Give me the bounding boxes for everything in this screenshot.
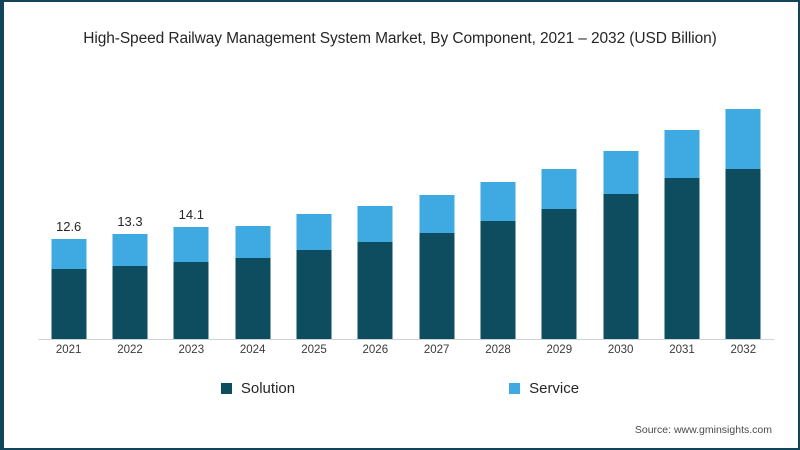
bar-group-2021[interactable]: 12.6 xyxy=(38,60,99,340)
legend-label: Service xyxy=(529,380,580,397)
bar-segment-solution[interactable] xyxy=(419,232,455,340)
bar-group-2031[interactable] xyxy=(651,60,712,340)
bar-group-2025[interactable] xyxy=(283,60,344,340)
x-tick-2022: 2022 xyxy=(117,344,143,356)
bar-value-label-2023: 14.1 xyxy=(178,207,204,223)
x-tick-2024: 2024 xyxy=(239,344,266,356)
bar-segment-service[interactable] xyxy=(357,206,393,243)
bar-segment-service[interactable] xyxy=(541,168,577,209)
bar-segment-solution[interactable] xyxy=(664,178,700,340)
bar-segment-solution[interactable] xyxy=(480,220,516,340)
bar-group-2028[interactable] xyxy=(467,60,528,340)
bar-segment-solution[interactable] xyxy=(112,265,148,340)
stacked-bar[interactable] xyxy=(725,108,761,340)
bar-group-2026[interactable] xyxy=(345,60,406,340)
legend-label: Solution xyxy=(240,380,296,397)
stacked-bar[interactable] xyxy=(173,227,209,340)
x-axis-line xyxy=(38,339,774,340)
bar-segment-service[interactable] xyxy=(296,214,332,250)
x-axis-tick-labels: 2021 2022 2023 2024 2025 2026 2027 2028 2029 2030… xyxy=(38,344,774,364)
card-border-top xyxy=(0,0,800,2)
stacked-bar[interactable] xyxy=(357,206,393,340)
x-tick-2031: 2031 xyxy=(669,344,695,356)
plot-area: 12.6 13.3 14.1 xyxy=(38,60,774,340)
bar-group-2022[interactable]: 13.3 xyxy=(99,60,160,340)
x-tick-2026: 2026 xyxy=(362,344,389,356)
bar-segment-service[interactable] xyxy=(112,233,148,266)
bar-group-2030[interactable] xyxy=(590,60,651,340)
card-border-left xyxy=(0,0,4,450)
x-tick-2025: 2025 xyxy=(301,344,327,356)
stacked-bar[interactable] xyxy=(235,225,271,340)
bar-segment-solution[interactable] xyxy=(603,193,639,340)
bar-group-2027[interactable] xyxy=(406,60,467,340)
legend-item-solution[interactable]: Solution xyxy=(220,380,296,397)
stacked-bar[interactable] xyxy=(480,182,516,340)
bar-segment-solution[interactable] xyxy=(541,208,577,340)
chart-title: High-Speed Railway Management System Mar… xyxy=(83,30,717,47)
x-tick-2027: 2027 xyxy=(423,344,450,356)
stacked-bar[interactable] xyxy=(419,195,455,340)
bar-segment-service[interactable] xyxy=(480,182,516,221)
x-tick-2028: 2028 xyxy=(485,344,511,356)
x-tick-2029: 2029 xyxy=(546,344,573,356)
bar-value-label-2022: 13.3 xyxy=(117,213,143,229)
legend-swatch-icon xyxy=(509,383,521,394)
bar-group-2032[interactable] xyxy=(713,60,774,340)
bar-segment-service[interactable] xyxy=(664,129,700,179)
bar-segment-solution[interactable] xyxy=(725,168,761,340)
chart-legend: Solution Service xyxy=(0,380,800,397)
bar-group-2024[interactable] xyxy=(222,60,283,340)
bar-value-label-2021: 12.6 xyxy=(55,219,82,235)
card-border-bottom xyxy=(0,448,800,450)
x-tick-2023: 2023 xyxy=(178,344,205,356)
bar-segment-solution[interactable] xyxy=(173,262,209,340)
stacked-bar[interactable] xyxy=(541,168,577,340)
bar-group-2023[interactable]: 14.1 xyxy=(161,60,222,340)
bar-segment-service[interactable] xyxy=(725,108,761,169)
bar-segment-solution[interactable] xyxy=(235,257,271,340)
legend-swatch-icon xyxy=(220,383,232,394)
bar-segment-service[interactable] xyxy=(235,225,271,258)
x-tick-2032: 2032 xyxy=(730,344,757,356)
stacked-bar[interactable] xyxy=(664,129,700,340)
stacked-bar[interactable] xyxy=(112,233,148,340)
stacked-bar[interactable] xyxy=(51,239,87,340)
legend-item-service[interactable]: Service xyxy=(509,380,579,397)
stacked-bar[interactable] xyxy=(296,214,332,340)
bar-segment-solution[interactable] xyxy=(357,242,393,340)
bar-segment-solution[interactable] xyxy=(51,268,87,340)
card-border-right xyxy=(798,0,800,450)
bar-segment-service[interactable] xyxy=(603,151,639,194)
source-attribution: Source: www.gminsights.com xyxy=(634,424,772,436)
x-tick-2030: 2030 xyxy=(607,344,634,356)
bar-segment-service[interactable] xyxy=(419,195,455,233)
bar-segment-service[interactable] xyxy=(51,239,87,269)
x-tick-2021: 2021 xyxy=(55,344,82,356)
bar-segment-solution[interactable] xyxy=(296,249,332,340)
bar-segment-service[interactable] xyxy=(173,227,209,263)
stacked-bar[interactable] xyxy=(603,151,639,340)
bar-group-2029[interactable] xyxy=(529,60,590,340)
